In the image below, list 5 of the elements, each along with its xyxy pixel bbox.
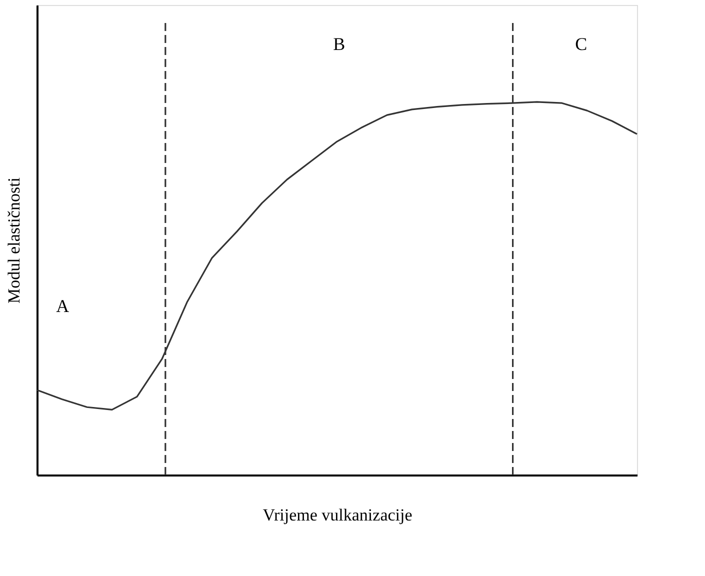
text: C: [575, 34, 588, 54]
x-axis-title: Vrijeme vulkanizacije: [262, 506, 412, 524]
text: B: [333, 34, 346, 54]
y-axis-title: Modul elastičnosti: [4, 177, 24, 304]
annotation: A: [56, 296, 70, 316]
